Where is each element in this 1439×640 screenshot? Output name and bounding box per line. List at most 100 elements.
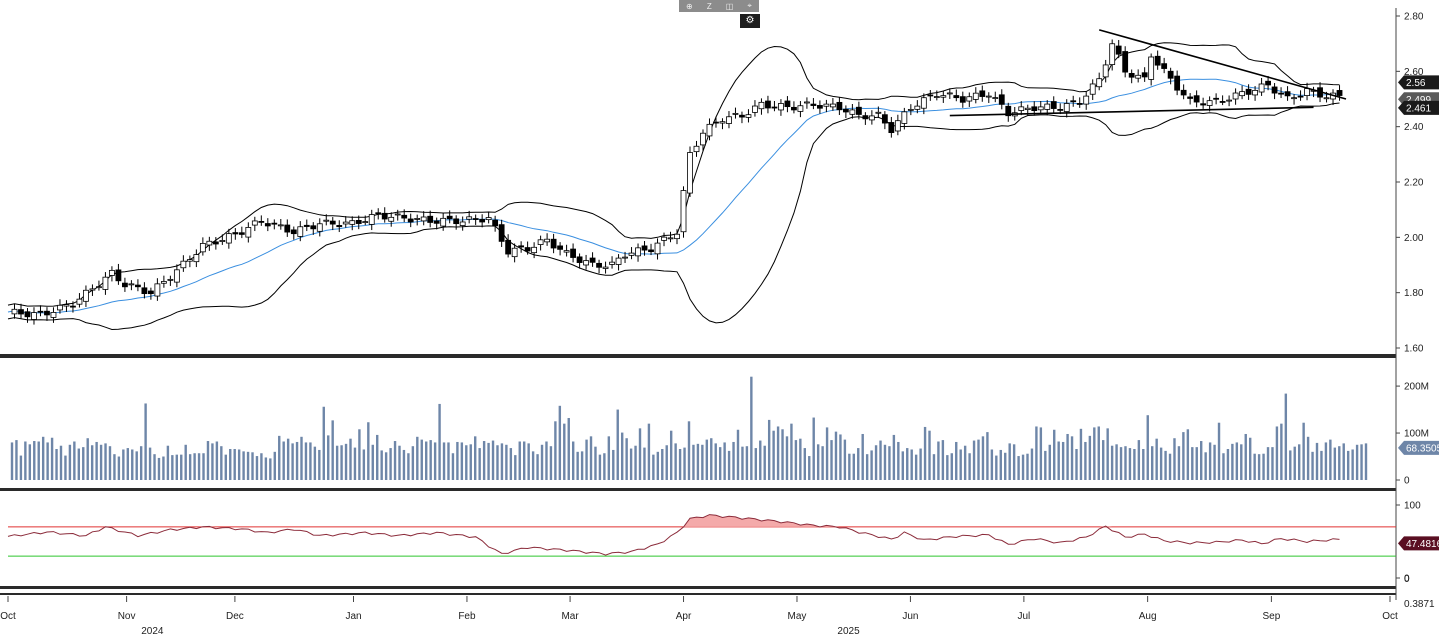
volume-bar (607, 436, 611, 480)
volume-bar (37, 441, 40, 480)
volume-bar (1173, 438, 1176, 480)
candle-body (50, 312, 57, 318)
volume-bar (843, 439, 847, 480)
candle-body (433, 220, 440, 224)
candle-body (946, 92, 953, 95)
volume-bar (291, 443, 294, 480)
volume-bar (1168, 453, 1172, 480)
candle-body (1063, 103, 1070, 112)
volume-bar (451, 453, 455, 480)
volume-bar (1204, 452, 1207, 480)
volume-bar (1151, 446, 1154, 480)
candle-body (615, 257, 622, 265)
chart-toolbar[interactable]: ⊕ Z ◫ ⌖ (679, 0, 759, 12)
volume-bar (638, 428, 642, 480)
candle-body (362, 221, 369, 224)
volume-bar (1262, 453, 1265, 480)
candle-body (1167, 70, 1174, 79)
volume-bar (883, 444, 887, 480)
candle-body (459, 221, 466, 227)
volume-bar (202, 453, 205, 480)
month-label: Mar (561, 611, 579, 622)
gear-icon[interactable]: ⚙ (740, 14, 760, 28)
volume-bar (598, 454, 602, 480)
candle-body (355, 219, 362, 224)
candle-body (492, 219, 499, 227)
candle-body (1122, 51, 1129, 73)
draw-icon[interactable]: ◫ (725, 1, 734, 11)
candle-body (225, 233, 232, 244)
compare-icon[interactable]: ⌖ (747, 1, 752, 10)
candle-body (1115, 45, 1122, 55)
volume-bar (1329, 439, 1332, 480)
candle-body (128, 283, 135, 286)
volume-bar (1066, 433, 1069, 480)
candle-body (511, 247, 518, 258)
candle-body (1083, 95, 1090, 105)
volume-bar (972, 440, 976, 480)
crosshair-icon[interactable]: Z (706, 1, 712, 11)
candle-body (739, 114, 745, 118)
volume-bar (420, 439, 423, 480)
price-tag-2-text: 2.461 (1406, 103, 1431, 114)
volume-bar (1311, 451, 1314, 480)
volume-bar (870, 450, 873, 480)
volume-bar (362, 449, 366, 480)
price-tag-0-shape (1398, 75, 1439, 90)
candle-body (602, 266, 609, 269)
candle-body (1024, 107, 1031, 110)
candle-body (654, 242, 661, 255)
volume-bar (803, 448, 807, 480)
zoom-icon[interactable]: ⊕ (686, 1, 693, 11)
volume-bar (647, 423, 651, 480)
candle-body (498, 224, 505, 242)
candle-body (206, 240, 213, 246)
volume-bar (438, 403, 441, 480)
volume-bar (233, 449, 236, 480)
volume-bar (754, 448, 758, 480)
volume-bar (687, 421, 691, 480)
volume-bar (705, 439, 709, 480)
volume-bar (278, 435, 281, 480)
price-tick-label: 2.40 (1404, 122, 1424, 133)
volume-bar (545, 441, 548, 480)
year-label: 2025 (837, 626, 860, 637)
rsi-tick-label: 100 (1404, 501, 1421, 512)
volume-bar (157, 457, 161, 480)
volume-bar (919, 448, 922, 480)
candle-body (920, 97, 927, 109)
candle-body (485, 217, 492, 221)
volume-bar (331, 420, 334, 480)
bollinger-upper-line (7, 42, 1340, 307)
candle-body (700, 132, 706, 146)
candle-body (37, 310, 44, 313)
volume-bar (327, 435, 330, 480)
month-label: Feb (458, 611, 476, 622)
volume-bar (108, 446, 112, 480)
candle-body (1252, 89, 1258, 96)
candle-body (1089, 83, 1096, 95)
candle-body (563, 250, 570, 253)
volume-bar (612, 449, 615, 480)
candle-body (336, 225, 343, 228)
price-tick-label: 2.80 (1404, 12, 1424, 23)
candle-body (1187, 96, 1194, 99)
volume-bar (696, 443, 700, 480)
price-tag-1-text: 2.499 (1406, 95, 1431, 106)
volume-bar (1142, 449, 1145, 480)
volume-bar (950, 453, 953, 480)
volume-bar (732, 441, 735, 480)
candle-body (550, 238, 557, 249)
volume-bar (393, 441, 397, 480)
volume-bar (117, 456, 121, 480)
price-tag-2: 2.461 (1398, 100, 1439, 115)
volume-bar (487, 442, 490, 480)
panel-divider-1 (0, 488, 1396, 491)
volume-bar (1195, 447, 1198, 480)
volume-bar (1128, 448, 1132, 480)
volume-bar (1271, 447, 1274, 480)
volume-bar (794, 440, 798, 480)
candle-body (589, 257, 596, 263)
volume-bar (781, 429, 784, 480)
